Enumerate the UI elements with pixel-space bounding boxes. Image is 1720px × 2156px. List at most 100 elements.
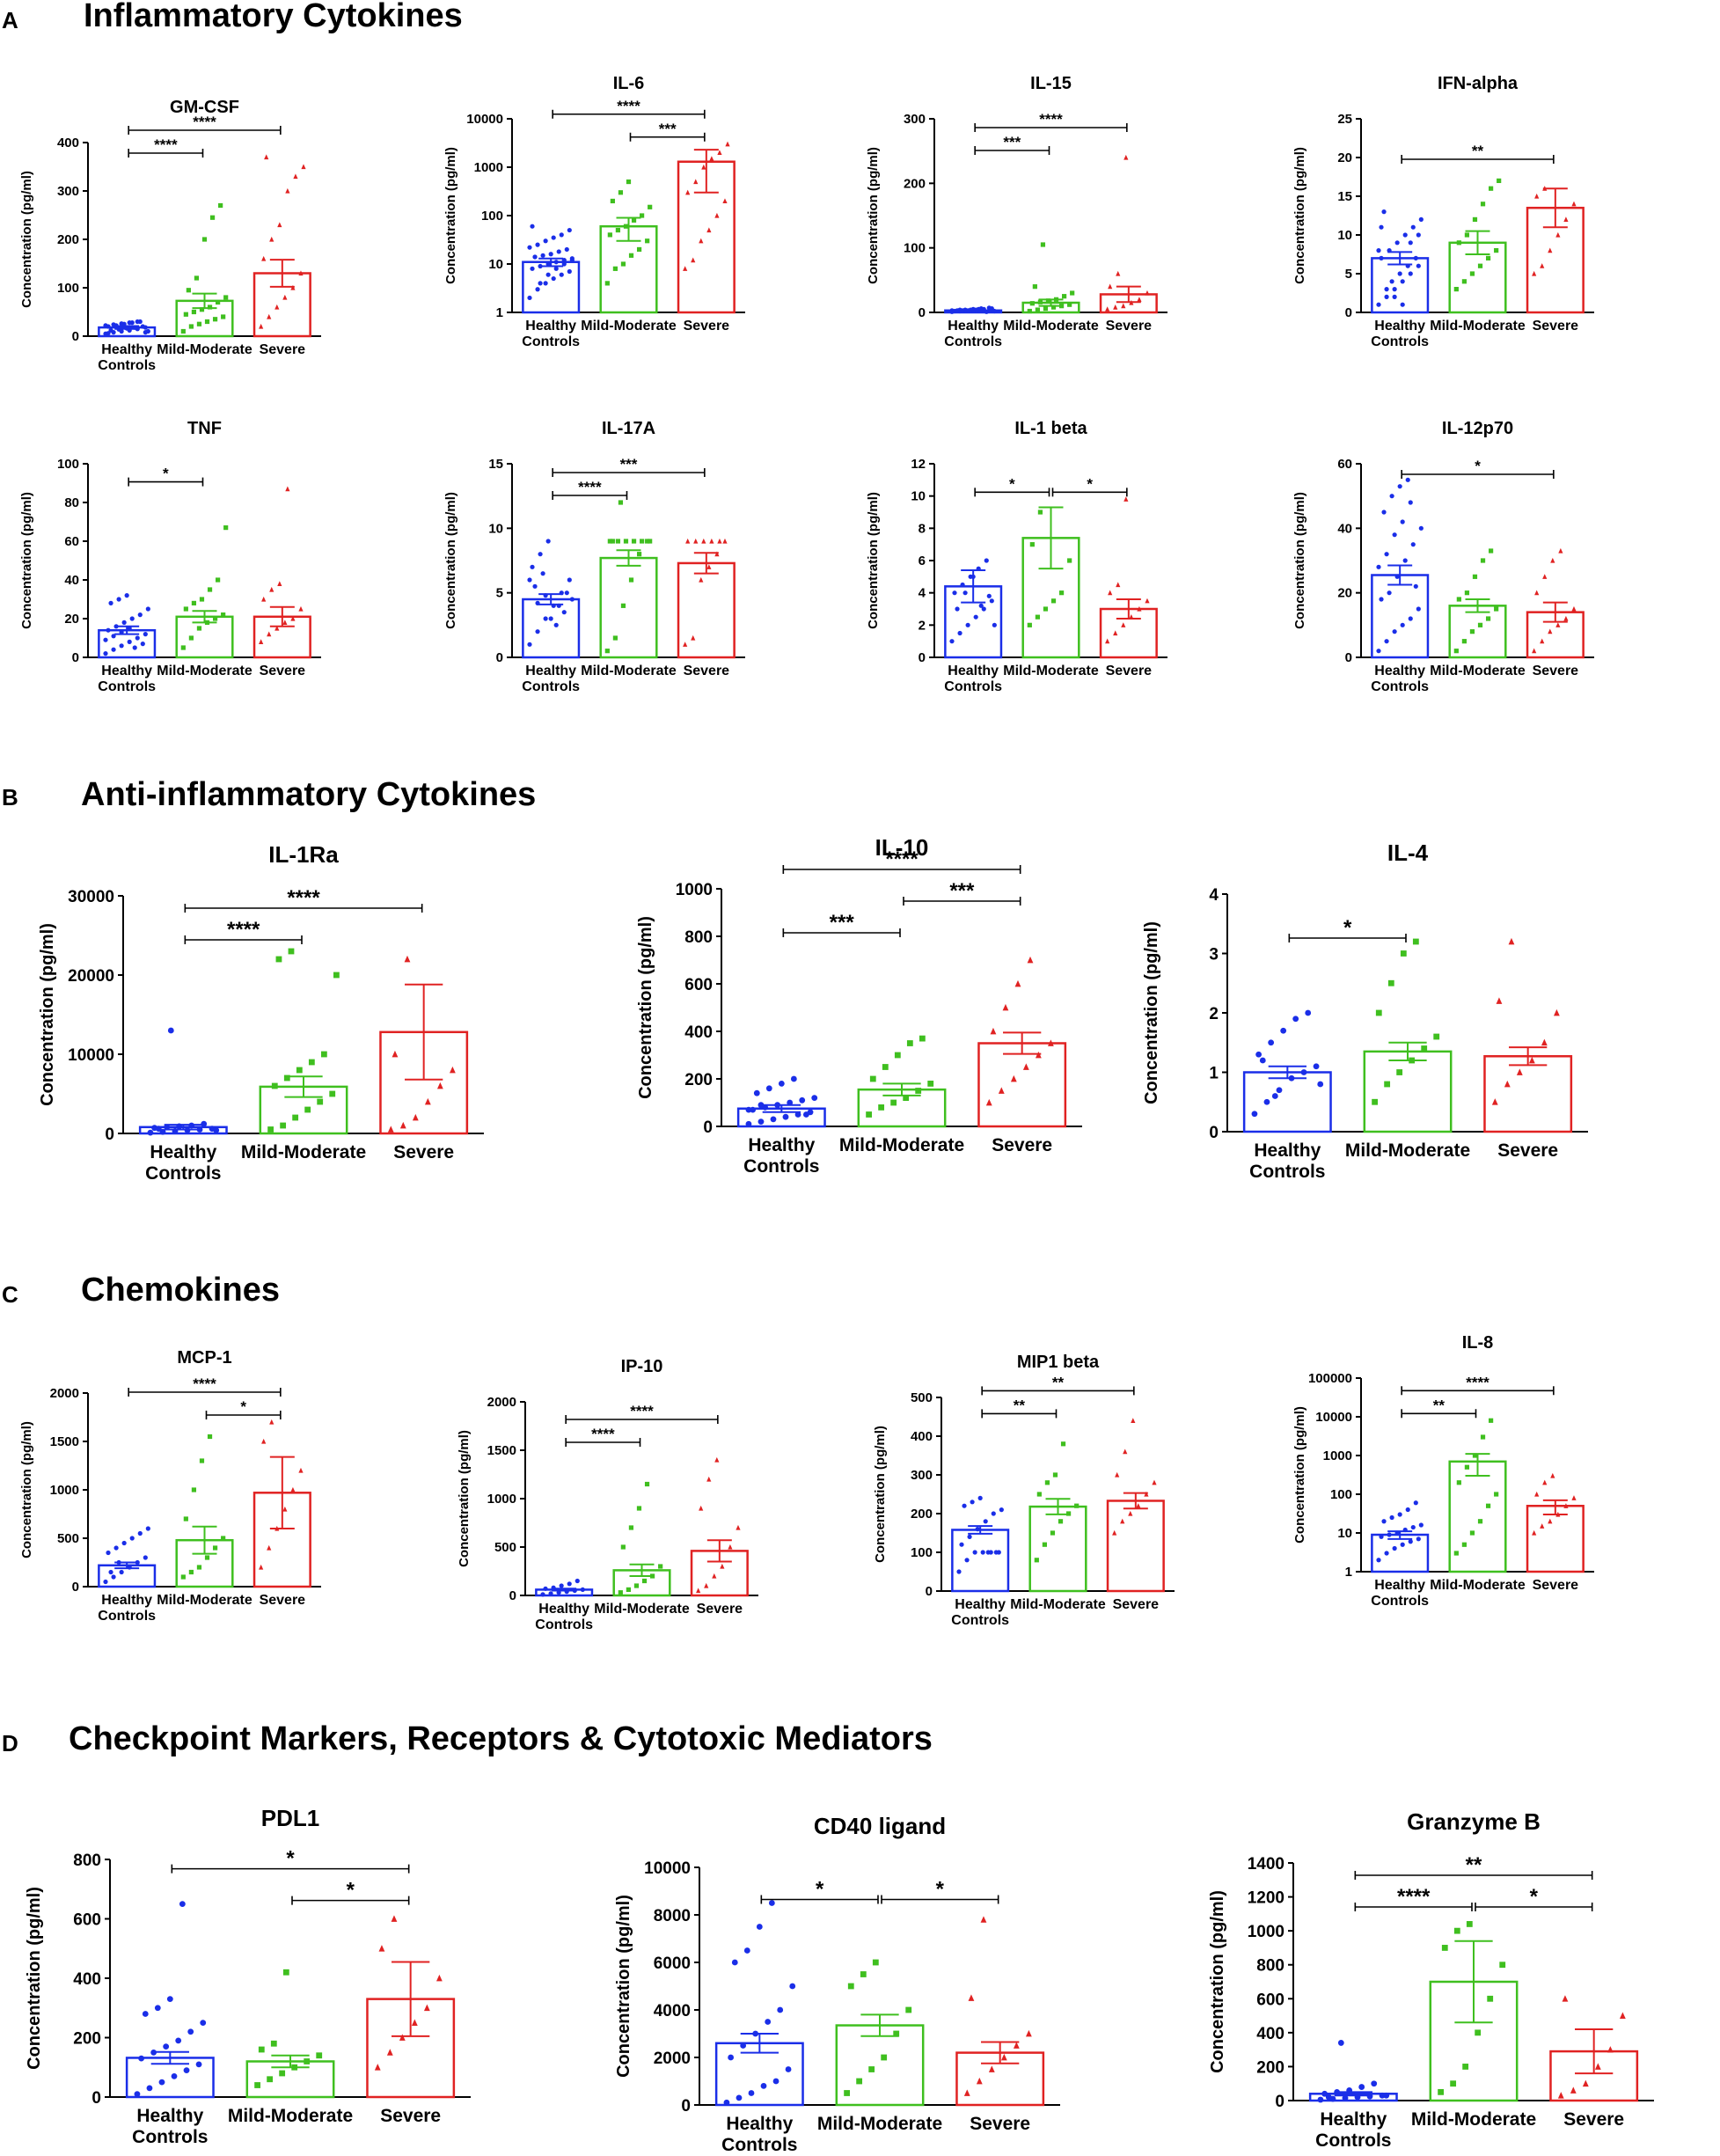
y-tick-label: 400 <box>1256 2025 1285 2043</box>
data-point <box>1129 614 1134 620</box>
data-point <box>282 1969 289 1976</box>
data-point <box>191 309 197 315</box>
data-point <box>261 1438 267 1444</box>
data-point <box>1396 1069 1403 1075</box>
sig-label: **** <box>1466 1374 1489 1390</box>
data-point <box>1405 263 1410 268</box>
data-point <box>290 284 296 290</box>
chart-ip10: IP-10 0 500 1000 1500 2000 Concentration (pg/m… <box>457 1357 758 1632</box>
data-point <box>223 295 229 300</box>
data-point <box>1121 303 1126 309</box>
data-point <box>866 1111 873 1118</box>
chart-title: TNF <box>187 419 222 438</box>
data-point <box>1337 2040 1344 2046</box>
chart-title: MCP-1 <box>177 1348 231 1368</box>
data-point <box>175 2037 182 2044</box>
data-point <box>1408 271 1413 276</box>
data-point <box>1129 299 1134 305</box>
data-point <box>218 202 223 209</box>
data-point <box>561 610 567 615</box>
y-tick-label: 2000 <box>50 1386 79 1401</box>
data-point <box>1043 306 1049 312</box>
data-point <box>543 593 548 598</box>
data-point <box>111 322 116 327</box>
data-point <box>802 1111 809 1118</box>
data-point <box>968 1994 975 2001</box>
data-point <box>701 164 706 170</box>
data-point <box>567 1581 572 1587</box>
data-point <box>693 538 699 544</box>
data-point <box>551 275 556 282</box>
data-point <box>572 1588 577 1594</box>
y-axis-label: Concentration (pg/ml) <box>443 147 458 284</box>
data-point <box>1413 1500 1418 1506</box>
data-point <box>722 538 728 544</box>
y-tick-label: 5 <box>496 586 503 601</box>
data-point <box>164 1124 171 1131</box>
y-tick-label: 400 <box>57 136 79 150</box>
data-point <box>712 1573 717 1579</box>
data-point <box>184 1127 191 1133</box>
data-point <box>1402 1527 1408 1533</box>
sig-label: ** <box>1466 1853 1482 1877</box>
data-point <box>527 642 532 647</box>
data-point <box>731 1959 738 1966</box>
y-tick-label: 8 <box>919 521 926 536</box>
data-point <box>989 598 994 604</box>
data-point <box>1381 209 1387 215</box>
data-point <box>1013 2042 1020 2049</box>
y-tick-label: 200 <box>73 2030 101 2049</box>
data-point <box>545 539 551 544</box>
data-point <box>894 1052 901 1059</box>
data-point <box>221 612 226 618</box>
data-point <box>1027 308 1032 314</box>
data-point <box>1384 639 1389 644</box>
category-label: Severe <box>1113 1597 1160 1612</box>
category-label: Mild-Moderate <box>157 1593 253 1608</box>
data-point <box>986 305 992 311</box>
category-label: Mild-Moderate <box>241 1142 366 1162</box>
data-point <box>374 2064 381 2071</box>
data-point <box>770 1116 777 1123</box>
data-point <box>1040 242 1046 247</box>
data-point <box>714 1456 720 1463</box>
y-tick-label: 100 <box>904 241 926 256</box>
sig-label: ** <box>1052 1374 1065 1390</box>
data-point <box>1014 979 1021 987</box>
data-point <box>683 642 688 647</box>
data-point <box>1504 1080 1511 1088</box>
data-point <box>559 590 564 596</box>
data-point <box>285 486 290 492</box>
y-tick-label: 0 <box>91 2089 101 2108</box>
data-point <box>1607 2046 1614 2053</box>
data-point <box>1305 1009 1312 1016</box>
data-point <box>267 1544 272 1551</box>
data-point <box>556 603 561 608</box>
y-tick-label: 0 <box>1275 2093 1285 2111</box>
data-point <box>209 215 216 220</box>
category-label: Severe <box>260 1593 306 1608</box>
data-point <box>147 1129 154 1136</box>
y-tick-label: 10000 <box>1315 1410 1352 1425</box>
data-point <box>1400 1542 1405 1547</box>
y-tick-label: 60 <box>64 534 79 549</box>
y-axis-label: Concentration (pg/ml) <box>1142 921 1161 1104</box>
data-point <box>992 622 997 627</box>
data-point <box>308 1059 315 1066</box>
data-point <box>119 643 124 649</box>
data-point <box>927 1081 934 1087</box>
data-point <box>1128 1510 1133 1516</box>
data-point <box>279 2070 286 2077</box>
y-tick-label: 100 <box>481 209 503 224</box>
data-point <box>119 321 124 326</box>
data-point <box>1389 1514 1394 1521</box>
data-point <box>1036 1492 1042 1497</box>
data-point <box>1416 606 1421 612</box>
data-point <box>645 238 650 244</box>
y-tick-label: 600 <box>73 1911 101 1930</box>
chart-title: IFN-alpha <box>1438 74 1519 93</box>
data-point <box>1070 290 1075 296</box>
data-point <box>1035 614 1040 620</box>
data-point <box>1376 248 1381 253</box>
